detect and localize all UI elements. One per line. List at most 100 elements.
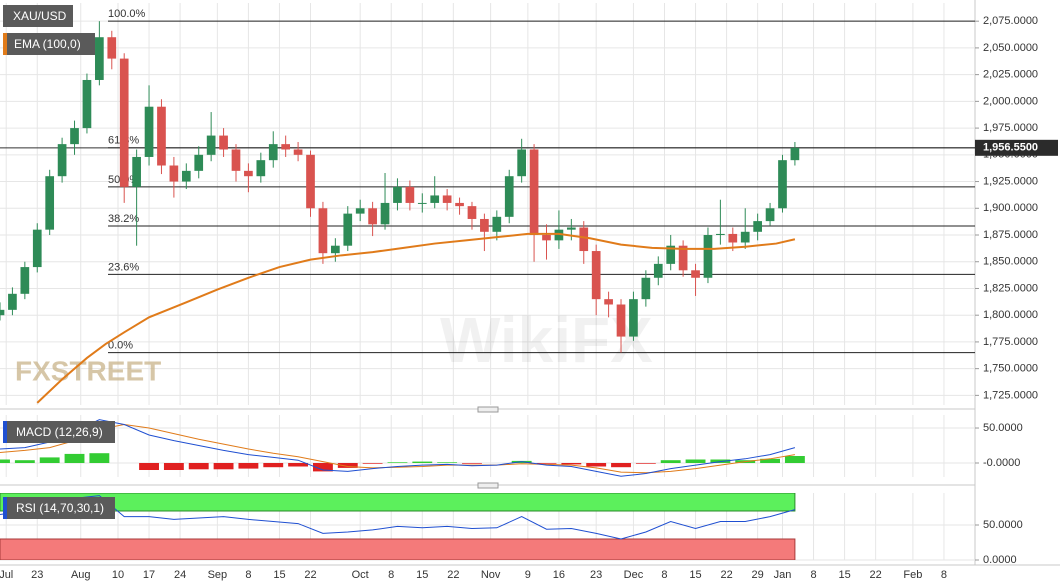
candle-body — [355, 208, 365, 214]
candle-body — [0, 309, 5, 316]
candle-body — [132, 156, 141, 187]
candle-body — [70, 128, 79, 145]
x-tick-label: 29 — [752, 569, 764, 581]
candle-body — [653, 263, 663, 278]
y-tick-label: 1,975.0000 — [983, 122, 1038, 134]
handle[interactable] — [477, 406, 499, 413]
candle-body — [281, 144, 291, 150]
x-tick-label: 23 — [31, 569, 43, 581]
x-tick-label: Oct — [352, 569, 369, 581]
panel-handle[interactable] — [477, 406, 499, 413]
candle-body — [467, 206, 477, 219]
x-tick-label: 9 — [525, 569, 531, 581]
candle-body — [380, 202, 390, 225]
x-tick-label: 15 — [689, 569, 701, 581]
rsi-line — [0, 495, 796, 540]
candle-body — [20, 267, 30, 294]
candle-body — [591, 251, 601, 300]
candle-body — [604, 299, 613, 305]
candle-body — [716, 233, 725, 236]
x-tick-label: 8 — [810, 569, 816, 581]
candle-body — [181, 170, 191, 182]
x-tick-label: 10 — [112, 569, 124, 581]
rsi-oversold-band — [0, 538, 796, 560]
x-tick-label: 22 — [720, 569, 732, 581]
macd-histogram-bar — [139, 463, 159, 471]
macd-histogram-bar — [89, 453, 110, 464]
candle-body — [691, 270, 700, 278]
fib-label: 0.0% — [108, 340, 133, 352]
x-tick-label: Feb — [903, 569, 922, 581]
panel-handle[interactable] — [477, 482, 499, 489]
y-tick-label: 2,075.0000 — [983, 15, 1038, 27]
candle-body — [579, 227, 589, 252]
x-tick-label: Jan — [774, 569, 792, 581]
macd-histogram-bar — [784, 456, 805, 464]
x-tick-label: Nov — [481, 569, 501, 581]
candle-body — [45, 176, 55, 230]
macd-histogram-bar — [64, 453, 85, 464]
macd-histogram-bar — [188, 463, 209, 470]
candle-body — [504, 176, 514, 217]
last-price-box — [975, 139, 1058, 156]
macd-histogram-bar — [387, 462, 408, 464]
candle-body — [765, 208, 775, 222]
x-tick-label: Dec — [624, 569, 644, 581]
macd-histogram-bar — [660, 460, 681, 464]
x-tick-label: 16 — [553, 569, 565, 581]
macd-histogram-bar — [586, 463, 607, 467]
legend-box — [3, 421, 115, 443]
y-tick-label: 50.0000 — [983, 519, 1023, 531]
x-tick-label: 23 — [590, 569, 602, 581]
legend-label: EMA (100,0) — [14, 37, 81, 51]
x-tick-label: 15 — [838, 569, 850, 581]
candle-body — [231, 149, 241, 171]
candle-body — [82, 79, 92, 129]
candle-body — [32, 229, 42, 268]
x-tick-label: 8 — [941, 569, 947, 581]
y-tick-label: 1,800.0000 — [983, 309, 1038, 321]
candle-body — [144, 106, 154, 157]
candle-body — [442, 195, 452, 203]
candle-body — [517, 149, 527, 177]
handle[interactable] — [477, 482, 499, 489]
y-tick-label: 0.0000 — [983, 554, 1017, 566]
y-tick-label: 1,750.0000 — [983, 363, 1038, 375]
x-tick-label: Jul — [0, 569, 13, 581]
symbol: XAU/USD — [13, 9, 67, 23]
x-tick-label: 15 — [416, 569, 428, 581]
ema-line — [36, 232, 796, 404]
y-tick-label: 1,825.0000 — [983, 282, 1038, 294]
candle-body — [554, 229, 564, 241]
candle-body — [542, 235, 551, 241]
candle-body — [703, 235, 713, 278]
candle-body — [306, 154, 315, 209]
macd-histogram-bar — [611, 463, 631, 468]
candle-body — [492, 216, 502, 232]
candle-body — [740, 231, 750, 243]
legend-label: MACD (12,26,9) — [16, 425, 103, 439]
y-tick-label: 2,000.0000 — [983, 95, 1038, 107]
candle-body — [219, 135, 228, 150]
x-tick-label: 8 — [245, 569, 251, 581]
candle-body — [666, 245, 676, 264]
macd-histogram-bar — [288, 463, 309, 467]
candle-body — [206, 135, 216, 155]
candle-body — [268, 144, 278, 161]
macd-histogram-bar — [163, 463, 184, 471]
macd-histogram-bar — [362, 463, 383, 464]
macd-histogram-bar — [263, 463, 284, 468]
candle-body — [95, 37, 104, 80]
candle-body — [778, 160, 787, 209]
x-tick-label: 15 — [273, 569, 285, 581]
y-tick-label: 1,925.0000 — [983, 175, 1038, 187]
candle-body — [790, 147, 800, 161]
candle-body — [678, 245, 688, 271]
y-tick-label: 1,850.0000 — [983, 256, 1038, 268]
macd-histogram-bar — [685, 459, 706, 464]
macd-histogram-bar — [0, 459, 10, 464]
legend-swatch — [3, 33, 7, 55]
candle-body — [57, 144, 67, 177]
candle-body — [455, 202, 464, 207]
